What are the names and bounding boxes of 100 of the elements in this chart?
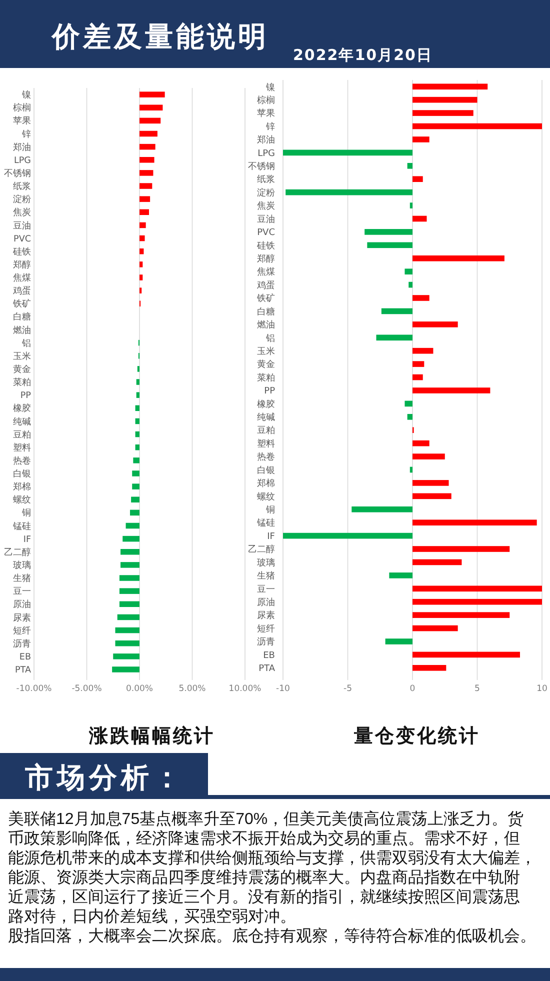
text: 市场分析： <box>24 762 185 794</box>
y-tick-label: 郑棉 <box>13 482 31 493</box>
y-tick-label: 棕榈 <box>257 94 275 106</box>
y-tick-label: 铜 <box>21 508 31 519</box>
y-tick-label: 纸浆 <box>13 181 31 192</box>
y-tick-label: 郑醇 <box>13 259 31 270</box>
bar <box>412 664 446 671</box>
bar <box>135 431 140 438</box>
y-tick-label: 乙二醇 <box>4 546 31 558</box>
y-tick-label: 锰硅 <box>12 520 31 532</box>
y-tick-label: 生猪 <box>257 570 275 582</box>
y-tick-label: 棕榈 <box>13 102 31 114</box>
y-tick-label: 郑醇 <box>257 254 275 264</box>
bar <box>412 440 430 446</box>
y-tick-label: 白糖 <box>257 306 275 318</box>
x-tick-label: 10 <box>536 684 548 694</box>
y-tick-label: 玉米 <box>257 346 275 357</box>
bar <box>389 572 412 578</box>
bar <box>131 496 140 502</box>
bar <box>412 546 510 552</box>
y-tick-label: 白银 <box>257 464 275 476</box>
bar <box>404 268 412 274</box>
bar <box>135 405 140 412</box>
bar <box>412 598 542 605</box>
y-tick-label: 鸡蛋 <box>12 286 31 297</box>
x-tick-label: 5.00% <box>178 684 206 694</box>
bar <box>140 222 146 228</box>
y-tick-label: IF <box>23 534 31 545</box>
bar <box>132 484 140 490</box>
y-tick-label: LPG <box>14 156 32 166</box>
y-tick-label: 豆油 <box>13 220 31 232</box>
bar <box>385 638 412 644</box>
bar <box>412 136 430 142</box>
y-tick-label: 锰硅 <box>256 518 275 529</box>
y-tick-label: PP <box>20 391 31 402</box>
bar <box>140 156 154 163</box>
y-tick-label: 淀粉 <box>257 187 275 198</box>
bar <box>412 84 488 90</box>
bar <box>412 612 510 618</box>
bar <box>130 510 140 516</box>
y-tick-label: 燃油 <box>13 324 31 336</box>
bar <box>132 470 140 476</box>
x-tick-label: 5 <box>474 684 480 694</box>
bar <box>407 162 412 169</box>
bar <box>140 183 152 189</box>
y-tick-label: 铁矿 <box>256 293 275 304</box>
x-tick-label: -10 <box>276 684 290 694</box>
x-tick-label: -10.00% <box>16 684 52 694</box>
text: 量仓变化统计 <box>353 725 480 747</box>
bar <box>412 388 490 394</box>
bar <box>364 229 412 235</box>
y-tick-label: 焦煤 <box>257 266 275 278</box>
bar <box>140 130 158 137</box>
y-tick-label: 螺纹 <box>13 494 31 506</box>
bar <box>140 92 165 98</box>
bar <box>136 392 140 398</box>
bar <box>412 361 424 367</box>
y-tick-label: 鸡蛋 <box>256 280 275 291</box>
bar <box>412 586 542 592</box>
y-tick-label: 短纤 <box>257 623 275 634</box>
y-tick-label: 铝 <box>21 338 31 349</box>
y-tick-label: 塑料 <box>13 442 31 454</box>
y-tick-label: 焦煤 <box>13 272 31 284</box>
y-tick-label: 沥青 <box>13 638 31 650</box>
x-tick-label: 10.00% <box>228 684 262 694</box>
y-tick-label: PTA <box>258 664 276 674</box>
y-tick-label: 豆油 <box>257 214 275 225</box>
y-tick-label: 螺纹 <box>257 491 275 502</box>
text: 2022年10月20日 <box>293 46 432 64</box>
bar <box>412 322 458 328</box>
bar <box>410 202 412 208</box>
bar <box>412 176 423 182</box>
bar <box>136 379 140 385</box>
bar <box>283 150 412 156</box>
bar <box>412 374 423 380</box>
bar <box>381 308 412 314</box>
y-tick-label: 菜粕 <box>257 372 275 384</box>
bar <box>140 235 145 242</box>
y-tick-label: 铁矿 <box>12 298 31 310</box>
bar <box>408 282 412 288</box>
bar <box>120 548 140 555</box>
bar <box>140 262 143 268</box>
bar <box>412 96 478 103</box>
y-tick-label: PP <box>264 386 276 397</box>
bar <box>404 400 412 407</box>
y-tick-label: 乙二醇 <box>248 544 275 556</box>
y-tick-label: 镍 <box>265 82 275 93</box>
bar <box>140 104 163 110</box>
y-tick-label: 燃油 <box>257 320 275 331</box>
bar <box>115 627 140 634</box>
y-tick-label: PVC <box>14 234 31 244</box>
y-tick-label: 尿素 <box>13 612 31 624</box>
y-tick-label: 纸浆 <box>257 174 275 186</box>
text: 股指回落，大概率会二次探底。底仓持有观察，等待符合标准的低吸机会。 <box>8 927 536 945</box>
y-tick-label: 豆粕 <box>13 429 31 440</box>
y-tick-label: 热卷 <box>257 452 275 463</box>
bar <box>140 118 161 124</box>
bar <box>126 522 140 529</box>
y-tick-label: 郑油 <box>13 142 31 153</box>
y-tick-label: 镍 <box>21 90 31 101</box>
